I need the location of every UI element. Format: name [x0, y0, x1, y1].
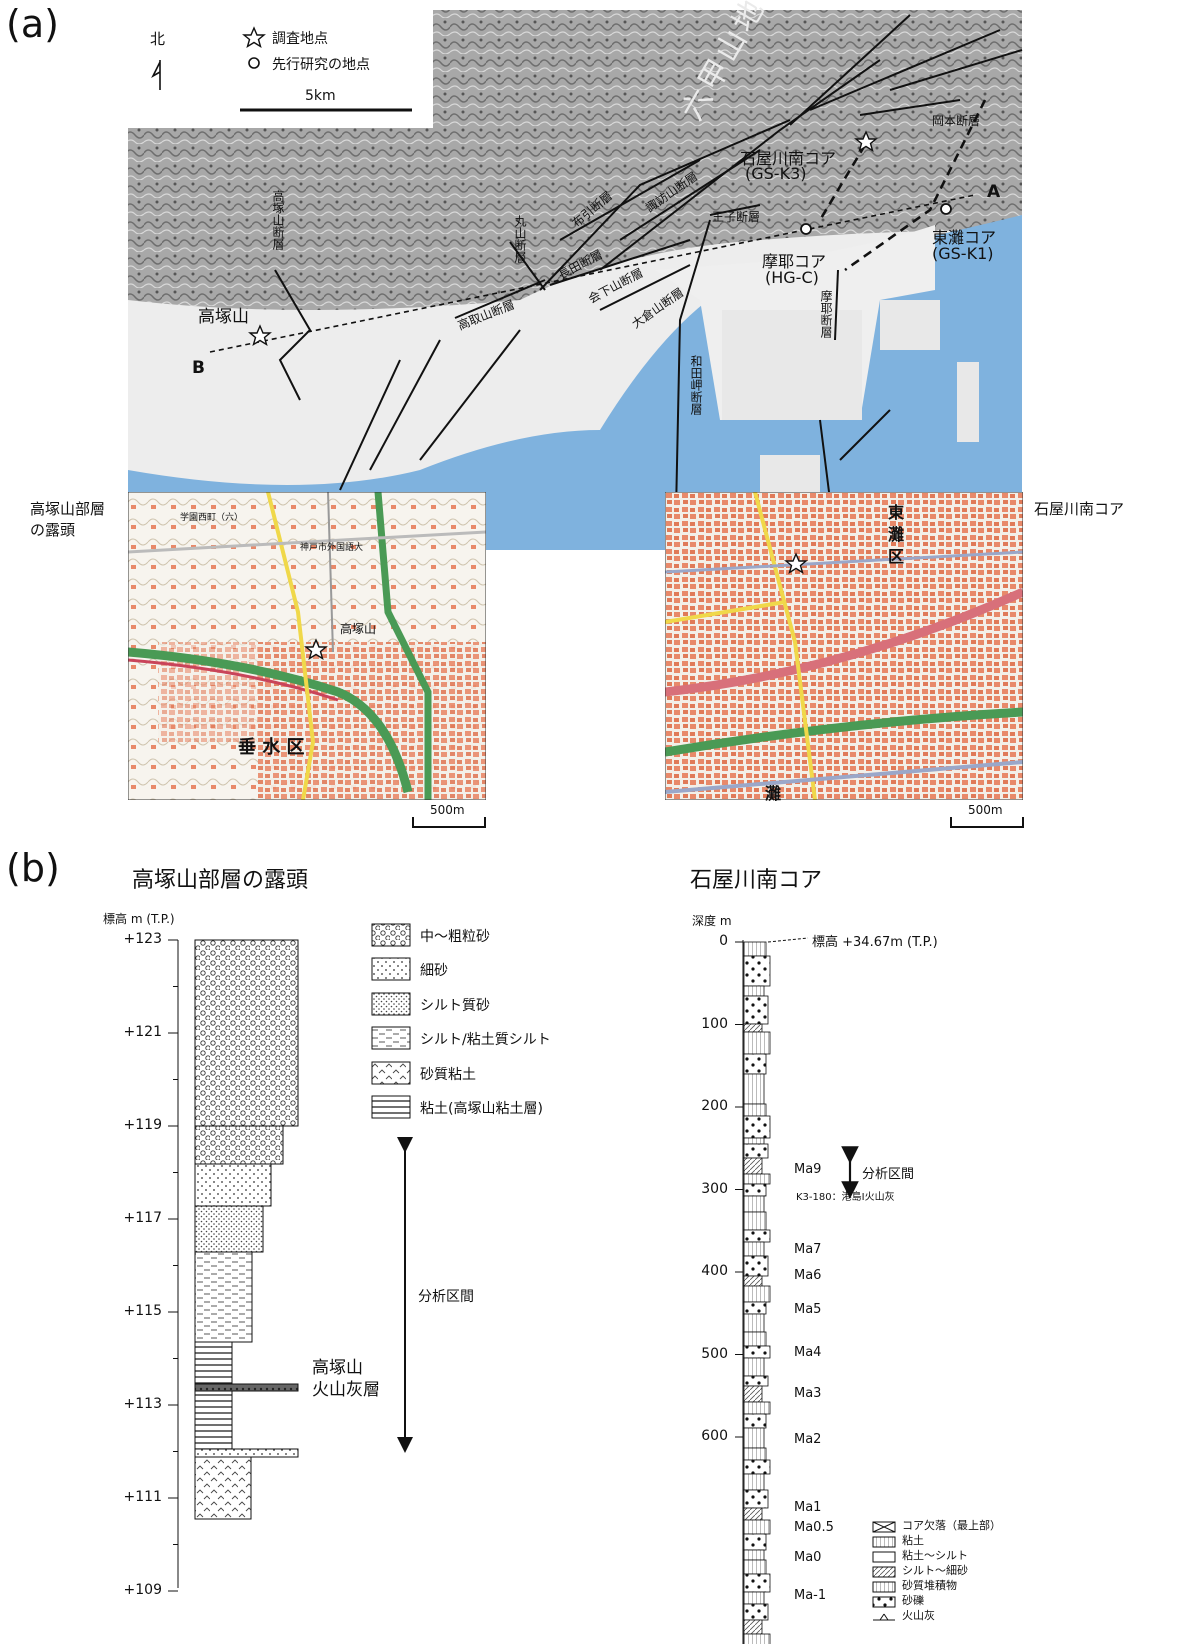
inset-right-ward-label: 東 灘 区 [888, 503, 905, 566]
right-y-tick-label: 100 [701, 1015, 728, 1032]
fault-label: 摩耶断層 [819, 290, 833, 338]
fault-label: 王子断層 [712, 210, 761, 224]
inset-map-left [128, 492, 486, 800]
inset-left-street: 学園西町（六） [180, 513, 244, 523]
legend-clay: 粘土(高塚山粘土層) [420, 1101, 543, 1117]
left-interval-label: 分析区間 [418, 1289, 474, 1305]
left-y-tick-label: +117 [123, 1210, 162, 1226]
overview-map [128, 10, 1023, 561]
scale-bar-label: 5km [305, 88, 336, 104]
ishiyagawa-core-code: (GS-K3) [745, 164, 807, 183]
elevation-note: 標高 +34.67m (T.P.) [812, 935, 938, 950]
left-y-tick-label: +115 [123, 1303, 162, 1319]
right-y-tick-label: 500 [701, 1345, 728, 1362]
marine-clay-label: Ma5 [794, 1302, 822, 1317]
higashinada-core-code: (GS-K1) [932, 244, 994, 263]
inset-left-hill-label: 高塚山 [340, 622, 377, 636]
inset-left-ward-label: 垂 水 区 [238, 737, 305, 758]
left-y-tick-label: +119 [123, 1117, 162, 1133]
right-interval-label: 分析区間 [862, 1167, 915, 1182]
left-y-tick-label: +111 [123, 1489, 162, 1505]
fault-label: 丸山断層 [513, 215, 527, 263]
left-y-tick-label: +123 [123, 931, 162, 947]
star-icon [304, 638, 328, 661]
fault-label: 岡本断層 [932, 114, 981, 128]
right-y-tick-label: 0 [719, 933, 728, 949]
star-icon [784, 552, 808, 575]
star-icon [248, 324, 272, 347]
right-y-tick-label: 400 [701, 1263, 728, 1279]
point-b-label: B [192, 358, 205, 378]
panel-b-label: (b) [6, 846, 60, 890]
right-y-tick-label: 600 [701, 1428, 728, 1444]
inset-map-right [665, 492, 1023, 800]
marine-clay-label: Ma9 [794, 1162, 822, 1177]
inset-right-scale: 500m [968, 803, 1003, 817]
legend-fine-sand: 細砂 [420, 963, 448, 979]
fault-label: 高塚山断層 [271, 190, 285, 250]
marine-clay-label: Ma1 [794, 1500, 822, 1515]
north-label: 北 [150, 30, 166, 48]
inset-left-scale: 500m [430, 803, 465, 817]
left-y-tick-label: +109 [123, 1582, 162, 1598]
legend-coarse-sand: 中～粗粒砂 [420, 929, 490, 945]
marine-clay-label: Ma4 [794, 1345, 822, 1360]
panel-a-label: (a) [6, 2, 59, 46]
legend-silty-sand: シルト質砂 [420, 998, 490, 1014]
left-section-title: 高塚山部層の露頭 [132, 868, 309, 893]
tephra-note: K3-180：港島Ⅰ火山灰 [796, 1192, 895, 1203]
right-y-axis-label: 深度 m [692, 914, 732, 928]
right-section-title: 石屋川南コア [690, 868, 823, 893]
core-legend: コア欠落（最上部） 粘土 粘土～シルト シルト～細砂 砂質堆積物 砂礫 火山灰 [902, 1519, 1001, 1622]
maya-core-label: 摩耶コア [762, 252, 827, 271]
inset-right-nada-label: 灘 [765, 784, 782, 803]
inset-left-street: 神戸市外国語大 [300, 543, 364, 553]
inset-left-side-label: 高塚山部層 の露頭 [30, 500, 106, 539]
higashinada-core-label: 東灘コア [932, 228, 997, 247]
marine-clay-label: Ma3 [794, 1386, 822, 1401]
ishiyagawa-core-label: 石屋川南コア [740, 149, 837, 168]
legend-prior-point: 先行研究の地点 [272, 57, 370, 73]
left-y-tick-label: +121 [123, 1024, 162, 1040]
marine-clay-label: Ma7 [794, 1242, 822, 1257]
marine-clay-label: Ma0.5 [794, 1520, 834, 1535]
marine-clay-label: Ma-1 [794, 1588, 827, 1603]
left-y-axis-label: 標高 m (T.P.) [103, 912, 175, 926]
marine-clay-label: Ma6 [794, 1268, 822, 1283]
legend-sandy-clay: 砂質粘土 [420, 1067, 476, 1083]
fault-label: 和田岬断層 [689, 355, 703, 415]
ash-layer-label: 高塚山 火山灰層 [312, 1358, 380, 1400]
marine-clay-label: Ma0 [794, 1550, 822, 1565]
inset-right-side-label: 石屋川南コア [1034, 500, 1125, 518]
left-y-tick-label: +113 [123, 1396, 162, 1412]
marine-clay-label: Ma2 [794, 1432, 822, 1447]
takatsukayama-label: 高塚山 [198, 307, 249, 327]
maya-core-code: (HG-C) [765, 268, 819, 287]
point-a-label: A [987, 182, 1001, 202]
legend-silt: シルト/粘土質シルト [420, 1032, 551, 1048]
right-y-tick-label: 300 [701, 1180, 728, 1197]
legend-survey-point: 調査地点 [272, 31, 328, 47]
right-y-tick-label: 200 [701, 1098, 728, 1114]
